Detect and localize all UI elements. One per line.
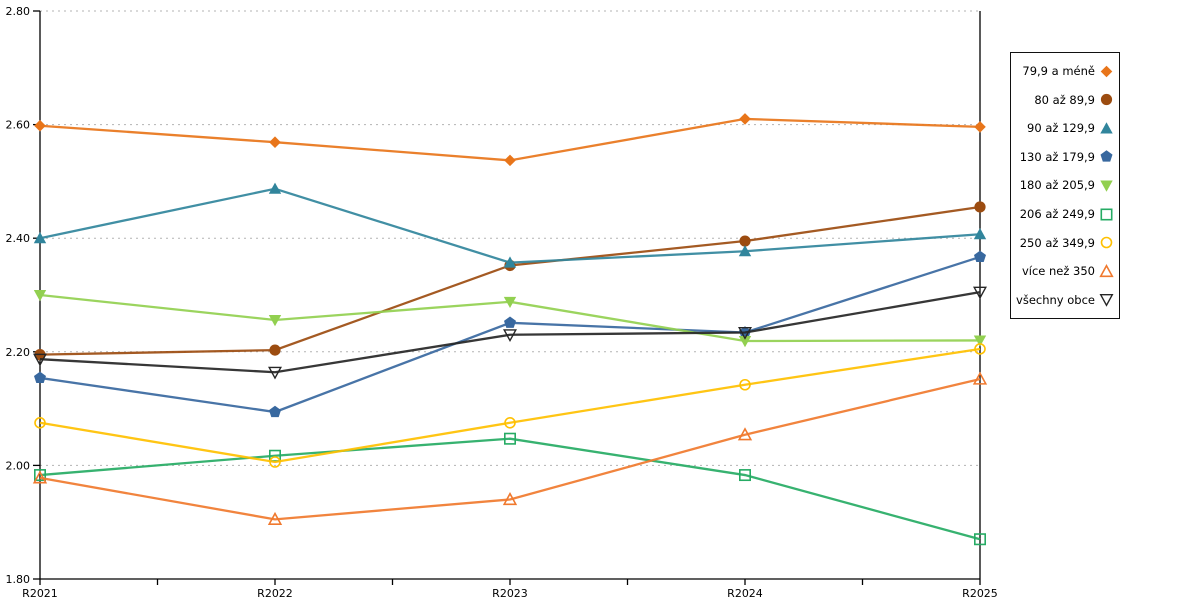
legend-label: 79,9 a méně [1022, 64, 1095, 79]
series-line [39, 205, 981, 356]
legend-label: více než 350 [1021, 264, 1095, 279]
legend-item: 80 až 89,9 [1011, 86, 1119, 113]
x-axis-labels: R2021 R2022 R2023 R2024 R2025 [22, 587, 998, 600]
series-pentagon [34, 250, 986, 418]
legend-item: 250 až 349,9 [1011, 229, 1119, 256]
series-triangle-down-open [33, 286, 987, 380]
x-tick-label: R2023 [492, 587, 528, 600]
legend-item: 180 až 205,9 [1011, 172, 1119, 199]
legend-item: 79,9 a méně [1011, 58, 1119, 85]
legend-marker-icon [1100, 236, 1113, 249]
legend-item: 130 až 179,9 [1011, 143, 1119, 170]
series-circle [34, 201, 986, 361]
legend-label: 250 až 349,9 [1019, 235, 1095, 250]
y-tick-label: 2.80 [6, 5, 31, 18]
legend-marker-icon [1100, 180, 1113, 192]
chart-legend: 79,9 a méně 80 až 89,9 90 až 129,9 130 až 1… [1010, 52, 1120, 319]
legend-marker-icon [1100, 65, 1113, 78]
legend-item: 90 až 129,9 [1011, 115, 1119, 142]
legend-marker-icon [1100, 207, 1113, 220]
series-square-open [33, 432, 986, 546]
series-line [39, 377, 981, 521]
legend-marker-icon [1099, 294, 1114, 307]
series-diamond [34, 113, 986, 167]
series-triangle-open [32, 371, 988, 525]
x-tick-label: R2024 [727, 587, 763, 600]
legend-item: více než 350 [1011, 258, 1119, 285]
y-tick-label: 1.80 [6, 573, 31, 586]
series-line [39, 437, 981, 541]
y-tick-label: 2.20 [6, 346, 31, 359]
legend-label: všechny obce [1016, 292, 1095, 307]
legend-label: 206 až 249,9 [1019, 207, 1095, 221]
y-tick-label: 2.40 [6, 232, 31, 245]
legend-marker-icon [1100, 94, 1113, 106]
x-tick-label: R2021 [22, 587, 58, 600]
legend-marker-icon [1100, 122, 1113, 134]
legend-item: všechny obce [1011, 286, 1119, 313]
y-tick-label: 2.60 [6, 119, 31, 132]
x-tick-label: R2025 [962, 587, 998, 600]
legend-marker-icon [1099, 263, 1114, 277]
legend-label: 80 až 89,9 [1034, 92, 1095, 107]
legend-label: 180 až 205,9 [1019, 178, 1095, 193]
series-line [39, 291, 981, 374]
series-line [39, 187, 981, 264]
legend-label: 130 až 179,9 [1019, 149, 1095, 164]
series-triangle [33, 182, 987, 268]
legend-item: 206 až 249,9 [1011, 201, 1119, 228]
x-tick-label: R2022 [257, 587, 293, 600]
y-axis-labels: 2.80 2.60 2.40 2.20 2.00 1.80 [6, 5, 31, 586]
series-circle-open [34, 343, 986, 468]
series-line [39, 347, 981, 464]
series-triangle-down [33, 290, 987, 348]
series-line [39, 117, 981, 162]
legend-marker-icon [1100, 150, 1113, 163]
y-tick-label: 2.00 [6, 459, 31, 472]
legend-label: 90 až 129,9 [1027, 121, 1095, 136]
